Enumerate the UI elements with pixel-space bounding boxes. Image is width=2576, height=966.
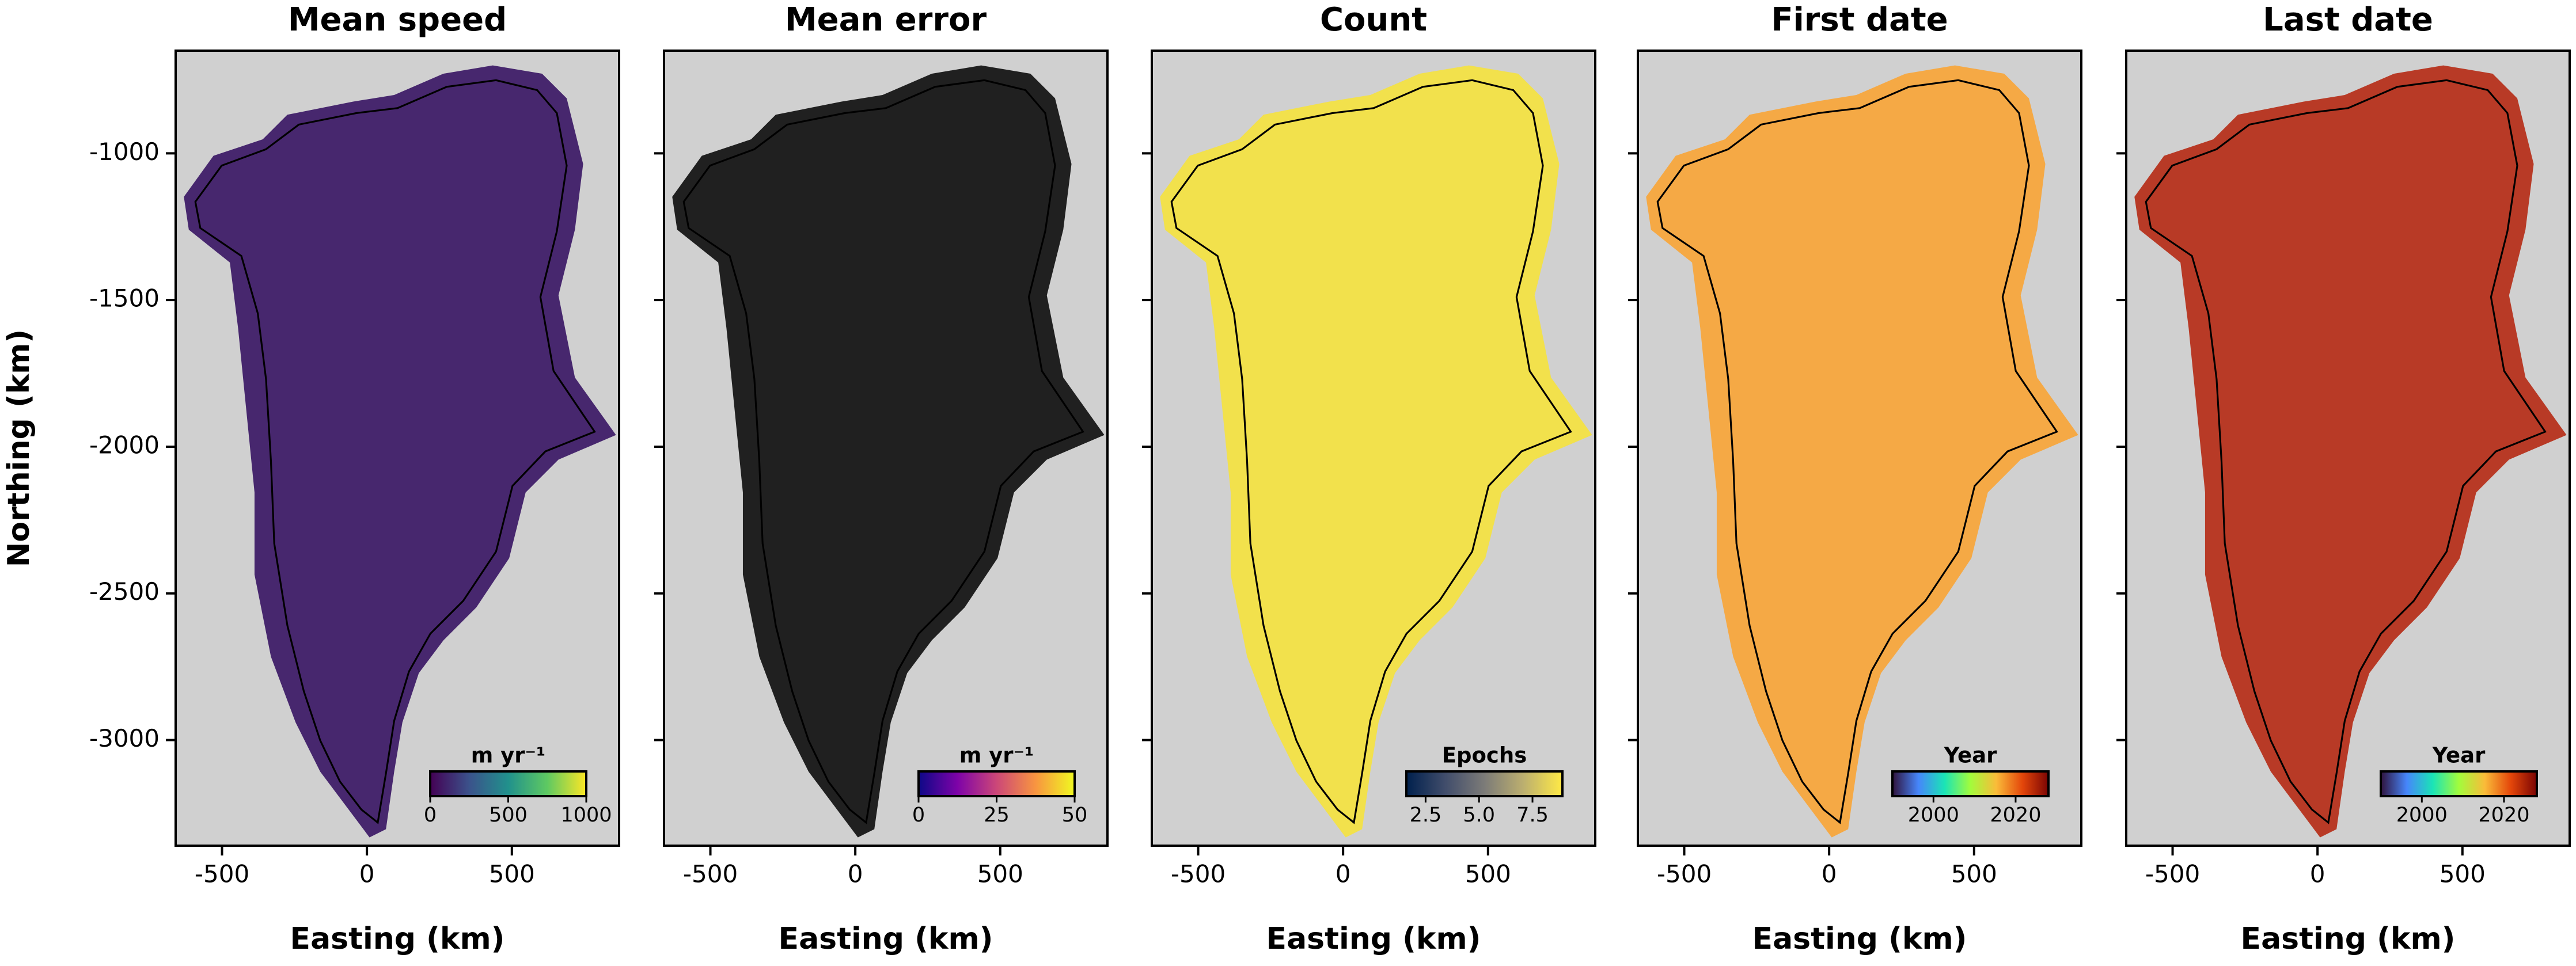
y-tick-label: -1000 bbox=[89, 138, 160, 166]
colorbar-title: m yr⁻¹ bbox=[959, 743, 1034, 768]
panel: Last date -500 0 500 Easting (km) Year 2000 202… bbox=[2116, 1, 2571, 956]
y-axis-label: Northing (km) bbox=[2, 329, 36, 567]
panel-title: Last date bbox=[2263, 1, 2433, 39]
panel: Count -500 0 500 Easting (km) Epochs 2.5 5.0 7.5 bbox=[1142, 1, 1596, 956]
x-tick-label: 0 bbox=[1336, 860, 1351, 888]
axes-frame bbox=[663, 50, 1109, 847]
x-tick-label: 500 bbox=[489, 860, 535, 888]
colorbar-tick-label: 5.0 bbox=[1463, 804, 1495, 827]
x-tick-label: -500 bbox=[683, 860, 738, 888]
x-tick-label: 500 bbox=[977, 860, 1023, 888]
x-tick-label: 0 bbox=[2310, 860, 2325, 888]
colorbar bbox=[1405, 770, 1564, 797]
x-tick-label: 0 bbox=[359, 860, 375, 888]
panel-title: Mean speed bbox=[288, 1, 507, 39]
x-axis-label: Easting (km) bbox=[2241, 922, 2456, 956]
axes-frame bbox=[2125, 50, 2571, 847]
colorbar-tick-label: 2000 bbox=[1908, 804, 1959, 827]
colorbar-tick-label: 1000 bbox=[560, 804, 612, 827]
x-tick-label: -500 bbox=[2145, 860, 2200, 888]
colorbar bbox=[1891, 770, 2050, 797]
colorbar-title: Year bbox=[2432, 743, 2486, 768]
x-tick-label: -500 bbox=[1657, 860, 1712, 888]
colorbar bbox=[429, 770, 587, 797]
colorbar-tick-label: 2020 bbox=[2478, 804, 2529, 827]
colorbar-title: Year bbox=[1944, 743, 1997, 768]
x-axis-label: Easting (km) bbox=[1752, 922, 1967, 956]
panel: First date -500 0 500 Easting (km) Year 2000 20… bbox=[1628, 1, 2082, 956]
x-tick-label: 500 bbox=[1465, 860, 1511, 888]
x-tick-label: 500 bbox=[1951, 860, 1997, 888]
x-tick-label: 0 bbox=[1822, 860, 1837, 888]
colorbar-tick-label: 500 bbox=[489, 804, 528, 827]
x-axis-label: Easting (km) bbox=[1266, 922, 1481, 956]
x-tick-label: 500 bbox=[2440, 860, 2486, 888]
y-tick-label: -2000 bbox=[89, 431, 160, 459]
y-tick-label: -1500 bbox=[89, 284, 160, 313]
colorbar-tick-label: 2.5 bbox=[1410, 804, 1442, 827]
colorbar-title: m yr⁻¹ bbox=[471, 743, 546, 768]
y-tick-label: -2500 bbox=[89, 577, 160, 606]
x-tick-label: 0 bbox=[848, 860, 863, 888]
colorbar-tick-label: 2020 bbox=[1990, 804, 2041, 827]
panel-title: Mean error bbox=[785, 1, 987, 39]
axes-frame bbox=[1151, 50, 1596, 847]
axes-frame bbox=[1637, 50, 2082, 847]
y-tick-label: -3000 bbox=[89, 724, 160, 752]
colorbar-tick-label: 0 bbox=[424, 804, 437, 827]
colorbar bbox=[917, 770, 1076, 797]
x-tick-label: -500 bbox=[1171, 860, 1226, 888]
panel-title: First date bbox=[1771, 1, 1948, 39]
axes-frame bbox=[174, 50, 620, 847]
panel: Mean error -500 0 500 Easting (km) m yr⁻¹ 0 25 5… bbox=[654, 1, 1109, 956]
colorbar-tick-label: 25 bbox=[984, 804, 1010, 827]
x-axis-label: Easting (km) bbox=[779, 922, 993, 956]
panel: Mean speed -500 0 500 -1000 -1500 -2000 -2500 -3… bbox=[2, 1, 620, 956]
colorbar-tick-label: 7.5 bbox=[1516, 804, 1549, 827]
x-axis-label: Easting (km) bbox=[290, 922, 505, 956]
colorbar-tick-label: 0 bbox=[912, 804, 925, 827]
colorbar-tick-label: 50 bbox=[1062, 804, 1088, 827]
colorbar bbox=[2380, 770, 2538, 797]
x-tick-label: -500 bbox=[195, 860, 249, 888]
panel-title: Count bbox=[1320, 1, 1427, 39]
colorbar-tick-label: 2000 bbox=[2396, 804, 2448, 827]
colorbar-title: Epochs bbox=[1442, 743, 1527, 768]
